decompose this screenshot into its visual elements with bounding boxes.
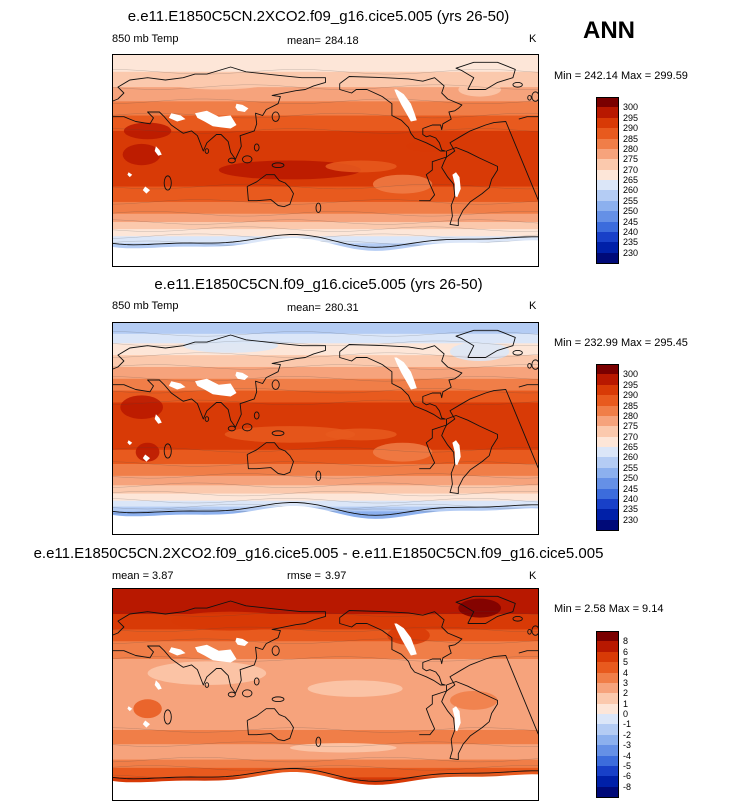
panel-1-minmax: Min = 242.14 Max = 299.59 — [554, 70, 688, 82]
colorbar-label: -1 — [623, 719, 631, 729]
panel-2-minmax: Min = 232.99 Max = 295.45 — [554, 337, 688, 349]
panel-2-colorbar-labels: 300 295 290 285 280 275 270 265 260 255 250 245 240 2… — [623, 364, 653, 530]
contour-band — [112, 501, 539, 507]
colorbar-label: -2 — [623, 730, 631, 740]
panel-3-title: e.e11.E1850C5CN.2XCO2.f09_g16.cice5.005 … — [0, 545, 637, 562]
panel-3-map — [112, 588, 539, 801]
colorbar-label: 295 — [623, 380, 638, 390]
contour-region — [308, 680, 403, 697]
colorbar-label: 290 — [623, 123, 638, 133]
contour-band — [112, 202, 539, 214]
colorbar-label: 4 — [623, 668, 628, 678]
panel-3-mean-label: mean = 3.87 — [112, 570, 173, 582]
colorbar-label: -6 — [623, 771, 631, 781]
panel-2-colorbar — [596, 364, 618, 530]
colorbar-label: 1 — [623, 699, 628, 709]
colorbar-label: 300 — [623, 369, 638, 379]
colorbar-label: 0 — [623, 709, 628, 719]
contour-region — [373, 175, 432, 194]
contour-band — [112, 485, 539, 494]
panel-3-rmse-label: rmse = — [287, 570, 321, 582]
contour-region — [290, 743, 397, 752]
colorbar-label: 295 — [623, 113, 638, 123]
panel-1-map — [112, 54, 539, 267]
contour-region — [450, 691, 497, 710]
colorbar-label: 290 — [623, 390, 638, 400]
colorbar-border — [596, 631, 619, 798]
contour-band — [112, 450, 539, 465]
contour-region — [458, 599, 501, 618]
contour-region — [123, 144, 161, 165]
colorbar-label: 245 — [623, 484, 638, 494]
panel-1-variable-label: 850 mb Temp — [112, 33, 178, 45]
colorbar-label: 230 — [623, 248, 638, 258]
contour-band — [112, 187, 539, 203]
panel-3-units: K — [529, 570, 536, 582]
colorbar-label: 265 — [623, 442, 638, 452]
colorbar-label: 255 — [623, 196, 638, 206]
colorbar-label: -4 — [623, 751, 631, 761]
colorbar-label: 265 — [623, 175, 638, 185]
contour-region — [326, 161, 397, 173]
colorbar-label: -8 — [623, 782, 631, 792]
colorbar-label: 240 — [623, 494, 638, 504]
colorbar-label: 230 — [623, 515, 638, 525]
colorbar-label: 235 — [623, 237, 638, 247]
colorbar-label: 250 — [623, 473, 638, 483]
contour-band — [112, 229, 539, 237]
colorbar-label: 285 — [623, 134, 638, 144]
panel-1-colorbar-labels: 300 295 290 285 280 275 270 265 260 255 250 245 240 2… — [623, 97, 653, 263]
colorbar-label: 270 — [623, 165, 638, 175]
colorbar-label: 240 — [623, 227, 638, 237]
contour-band — [112, 402, 539, 450]
colorbar-label: 285 — [623, 401, 638, 411]
colorbar-border — [596, 364, 619, 531]
colorbar-label: 260 — [623, 185, 638, 195]
colorbar-label: 280 — [623, 411, 638, 421]
colorbar-label: 300 — [623, 102, 638, 112]
panel-3-colorbar — [596, 631, 618, 797]
panel-2-units: K — [529, 300, 536, 312]
contour-region — [148, 661, 267, 685]
panel-1-mean-value: 284.18 — [325, 35, 359, 47]
colorbar-label: 270 — [623, 432, 638, 442]
panel-2-map — [112, 322, 539, 535]
panel-2-variable-label: 850 mb Temp — [112, 300, 178, 312]
panel-3-minmax: Min = 2.58 Max = 9.14 — [554, 603, 663, 615]
colorbar-label: 2 — [623, 688, 628, 698]
contour-region — [183, 339, 278, 353]
colorbar-border — [596, 97, 619, 264]
colorbar-label: 255 — [623, 463, 638, 473]
colorbar-label: -5 — [623, 761, 631, 771]
colorbar-label: 260 — [623, 452, 638, 462]
panel-1-title: e.e11.E1850C5CN.2XCO2.f09_g16.cice5.005 … — [0, 8, 637, 25]
colorbar-label: 5 — [623, 657, 628, 667]
contour-region — [133, 699, 161, 718]
colorbar-label: 250 — [623, 206, 638, 216]
contour-region — [326, 429, 397, 441]
panel-1-colorbar — [596, 97, 618, 263]
contour-region — [450, 342, 509, 361]
contour-band — [112, 131, 539, 187]
colorbar-label: 275 — [623, 421, 638, 431]
panel-1-units: K — [529, 33, 536, 45]
colorbar-label: 235 — [623, 504, 638, 514]
colorbar-label: 280 — [623, 144, 638, 154]
colorbar-label: 275 — [623, 154, 638, 164]
contour-band — [112, 760, 539, 769]
colorbar-label: 245 — [623, 217, 638, 227]
colorbar-label: 3 — [623, 678, 628, 688]
panel-2-mean-label: mean= — [287, 302, 321, 314]
contour-region — [124, 123, 171, 140]
panel-2-title: e.e11.E1850C5CN.f09_g16.cice5.005 (yrs 2… — [0, 276, 637, 293]
panel-2-mean-value: 280.31 — [325, 302, 359, 314]
colorbar-label: -3 — [623, 740, 631, 750]
contour-region — [171, 78, 266, 90]
contour-band — [112, 222, 539, 230]
colorbar-label: 8 — [623, 636, 628, 646]
panel-1-mean-label: mean= — [287, 35, 321, 47]
colorbar-label: 6 — [623, 647, 628, 657]
panel-3-rmse-value: 3.97 — [325, 570, 346, 582]
panel-3-colorbar-labels: 8 6 5 4 3 2 1 0 -1 -2 -3 -4 -5 -6 -8 — [623, 631, 653, 797]
